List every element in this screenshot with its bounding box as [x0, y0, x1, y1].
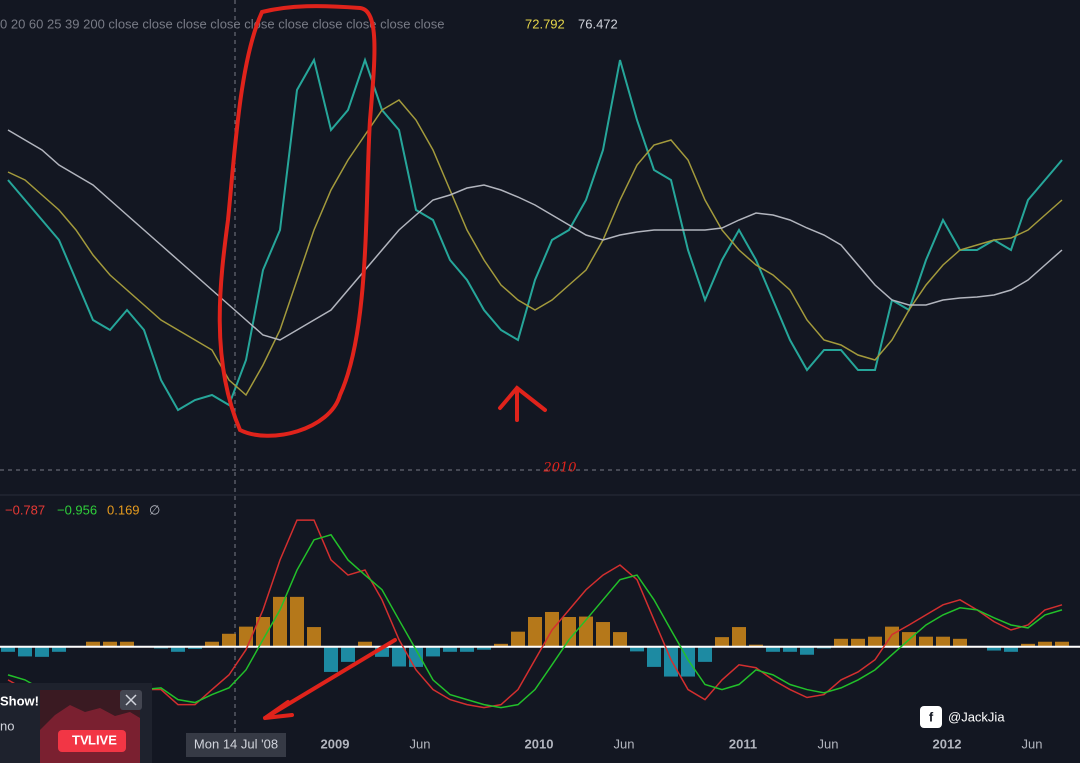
- series-line: [7, 533, 1063, 709]
- histogram-bar: [426, 646, 440, 657]
- histogram-bar: [358, 641, 372, 647]
- histogram-bar: [205, 641, 219, 647]
- osc-value: −0.956: [57, 502, 97, 517]
- ma-value: 76.472: [578, 16, 618, 31]
- hand-arrow: [498, 385, 547, 422]
- histogram-bar: [783, 646, 797, 652]
- histogram-bar: [171, 646, 185, 652]
- watermark: @JackJia: [948, 709, 1005, 724]
- histogram-bar: [341, 646, 355, 662]
- histogram-bar: [647, 646, 661, 667]
- crosshair-label: Mon 14 Jul '08: [194, 736, 278, 751]
- histogram-bar: [732, 627, 746, 647]
- live-badge[interactable]: [58, 730, 126, 752]
- crosshair-label-box: [186, 733, 286, 757]
- histogram-bar: [562, 617, 576, 647]
- histogram-bar: [511, 631, 525, 647]
- histogram-bar: [1038, 641, 1052, 647]
- x-tick-label: Jun: [614, 736, 635, 751]
- histogram-bar: [307, 627, 321, 647]
- histogram-bar: [188, 646, 202, 649]
- histogram-bar: [953, 638, 967, 647]
- x-axis: 2009 Jun 2010 Jun 2011 Jun 2012 Jun: [321, 736, 1043, 751]
- histogram-bar: [851, 638, 865, 647]
- histogram-bar: [834, 638, 848, 647]
- tv-logo: TV: [72, 732, 89, 747]
- x-tick-label: 2010: [525, 736, 554, 751]
- histogram-bar: [528, 617, 542, 647]
- series-line: [7, 519, 1063, 709]
- histogram-bar: [477, 646, 491, 650]
- histogram-bar: [766, 646, 780, 652]
- histogram-bar: [222, 633, 236, 647]
- osc-value: 0.169: [107, 502, 140, 517]
- osc-symbol: ∅: [149, 502, 160, 517]
- popup-text: no: [0, 718, 14, 733]
- histogram-bar: [1004, 646, 1018, 652]
- histogram-bar: [987, 646, 1001, 651]
- histogram-bar: [579, 616, 593, 647]
- histogram-bar: [52, 646, 66, 652]
- popup-title: Show!: [0, 693, 39, 708]
- histogram-bar: [392, 646, 406, 667]
- histogram-bar: [375, 646, 389, 657]
- histogram-bar: [86, 641, 100, 647]
- histogram-bar: [494, 643, 508, 647]
- histogram-bar: [664, 646, 678, 677]
- histogram-bar: [409, 646, 423, 667]
- histogram-bar: [120, 641, 134, 647]
- histogram-bar: [460, 646, 474, 652]
- histogram-bar: [596, 622, 610, 647]
- histogram-bar: [256, 617, 270, 647]
- time-axis: [0, 733, 1080, 763]
- osc-value: −0.787: [5, 502, 45, 517]
- histogram-bar: [1, 646, 15, 652]
- x-tick-label: 2012: [933, 736, 962, 751]
- facebook-icon: [920, 706, 942, 728]
- histogram-bar: [103, 641, 117, 647]
- series-line: [7, 99, 1063, 397]
- histogram-bar: [800, 646, 814, 655]
- series-line: [7, 56, 1063, 412]
- x-tick-label: Jun: [1022, 736, 1043, 751]
- hand-arrow: [263, 638, 397, 720]
- histogram-bar: [1021, 643, 1035, 647]
- histogram-bar: [630, 646, 644, 652]
- histogram-bar: [749, 644, 763, 647]
- x-tick-label: 2009: [321, 736, 350, 751]
- hand-circle: [217, 4, 377, 438]
- histogram-bar: [443, 646, 457, 652]
- x-tick-label: Jun: [818, 736, 839, 751]
- histogram-bar: [936, 636, 950, 647]
- histogram-bar: [885, 626, 899, 647]
- histogram-bar: [919, 636, 933, 647]
- histogram-bar: [18, 646, 32, 657]
- facebook-f: f: [929, 709, 934, 724]
- histogram-bar: [715, 637, 729, 647]
- ma-value: 72.792: [525, 16, 565, 31]
- plot: [0, 56, 1080, 709]
- histogram-bar: [290, 596, 304, 647]
- live-text: LIVE: [88, 732, 117, 747]
- histogram-bar: [35, 646, 49, 657]
- histogram-bar: [1055, 641, 1069, 647]
- histogram-bar: [324, 646, 338, 672]
- close-icon: [125, 694, 137, 706]
- x-tick-label: Jun: [410, 736, 431, 751]
- histogram-bar: [868, 636, 882, 647]
- histogram-bar: [273, 596, 287, 647]
- series-line: [7, 129, 1063, 341]
- hand-annotation: 2010: [542, 461, 576, 476]
- histogram-bar: [698, 646, 712, 662]
- x-tick-label: 2011: [729, 736, 757, 751]
- histogram-bar: [613, 632, 627, 647]
- indicator-params: 0 20 60 25 39 200 close close close clos…: [0, 16, 444, 31]
